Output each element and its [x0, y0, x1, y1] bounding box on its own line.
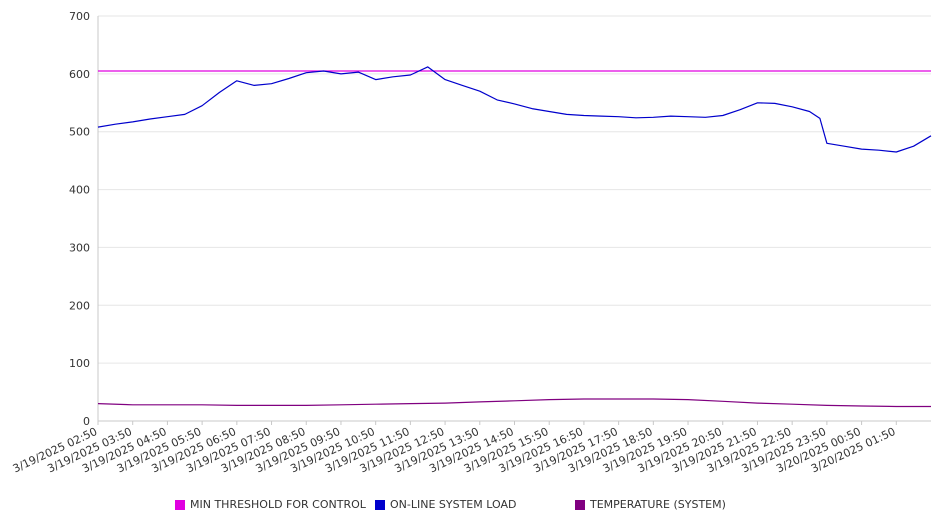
- y-tick-label-200: 200: [69, 299, 90, 312]
- legend-label-temperature: TEMPERATURE (SYSTEM): [590, 498, 726, 511]
- legend-swatch-system-load: [375, 499, 385, 510]
- y-tick-label-400: 400: [69, 184, 90, 197]
- y-tick-label-0: 0: [83, 415, 90, 428]
- y-tick-label-100: 100: [69, 357, 90, 370]
- x-axis: 3/19/2025 02:503/19/2025 03:503/19/2025 …: [11, 420, 931, 475]
- series-lines: [97, 66, 932, 408]
- y-tick-label-500: 500: [69, 126, 90, 139]
- series-line-system-load: [97, 66, 932, 153]
- y-tick-label-600: 600: [69, 68, 90, 81]
- legend-label-system-load: ON-LINE SYSTEM LOAD: [390, 498, 517, 511]
- legend-item-temperature: TEMPERATURE (SYSTEM): [575, 498, 726, 511]
- gridlines: [98, 15, 931, 422]
- legend-item-system-load: ON-LINE SYSTEM LOAD: [375, 498, 516, 511]
- legend-item-threshold: MIN THRESHOLD FOR CONTROL: [175, 498, 366, 511]
- legend-label-threshold: MIN THRESHOLD FOR CONTROL: [190, 498, 366, 511]
- legend-swatch-threshold: [175, 499, 185, 510]
- legend: MIN THRESHOLD FOR CONTROL ON-LINE SYSTEM…: [175, 498, 935, 514]
- y-tick-label-300: 300: [69, 241, 90, 254]
- y-tick-label-700: 700: [69, 10, 90, 23]
- y-axis: 0 100 200 300 400 500 600 700: [69, 10, 99, 428]
- legend-swatch-temperature: [575, 499, 585, 510]
- series-line-temperature: [97, 398, 931, 408]
